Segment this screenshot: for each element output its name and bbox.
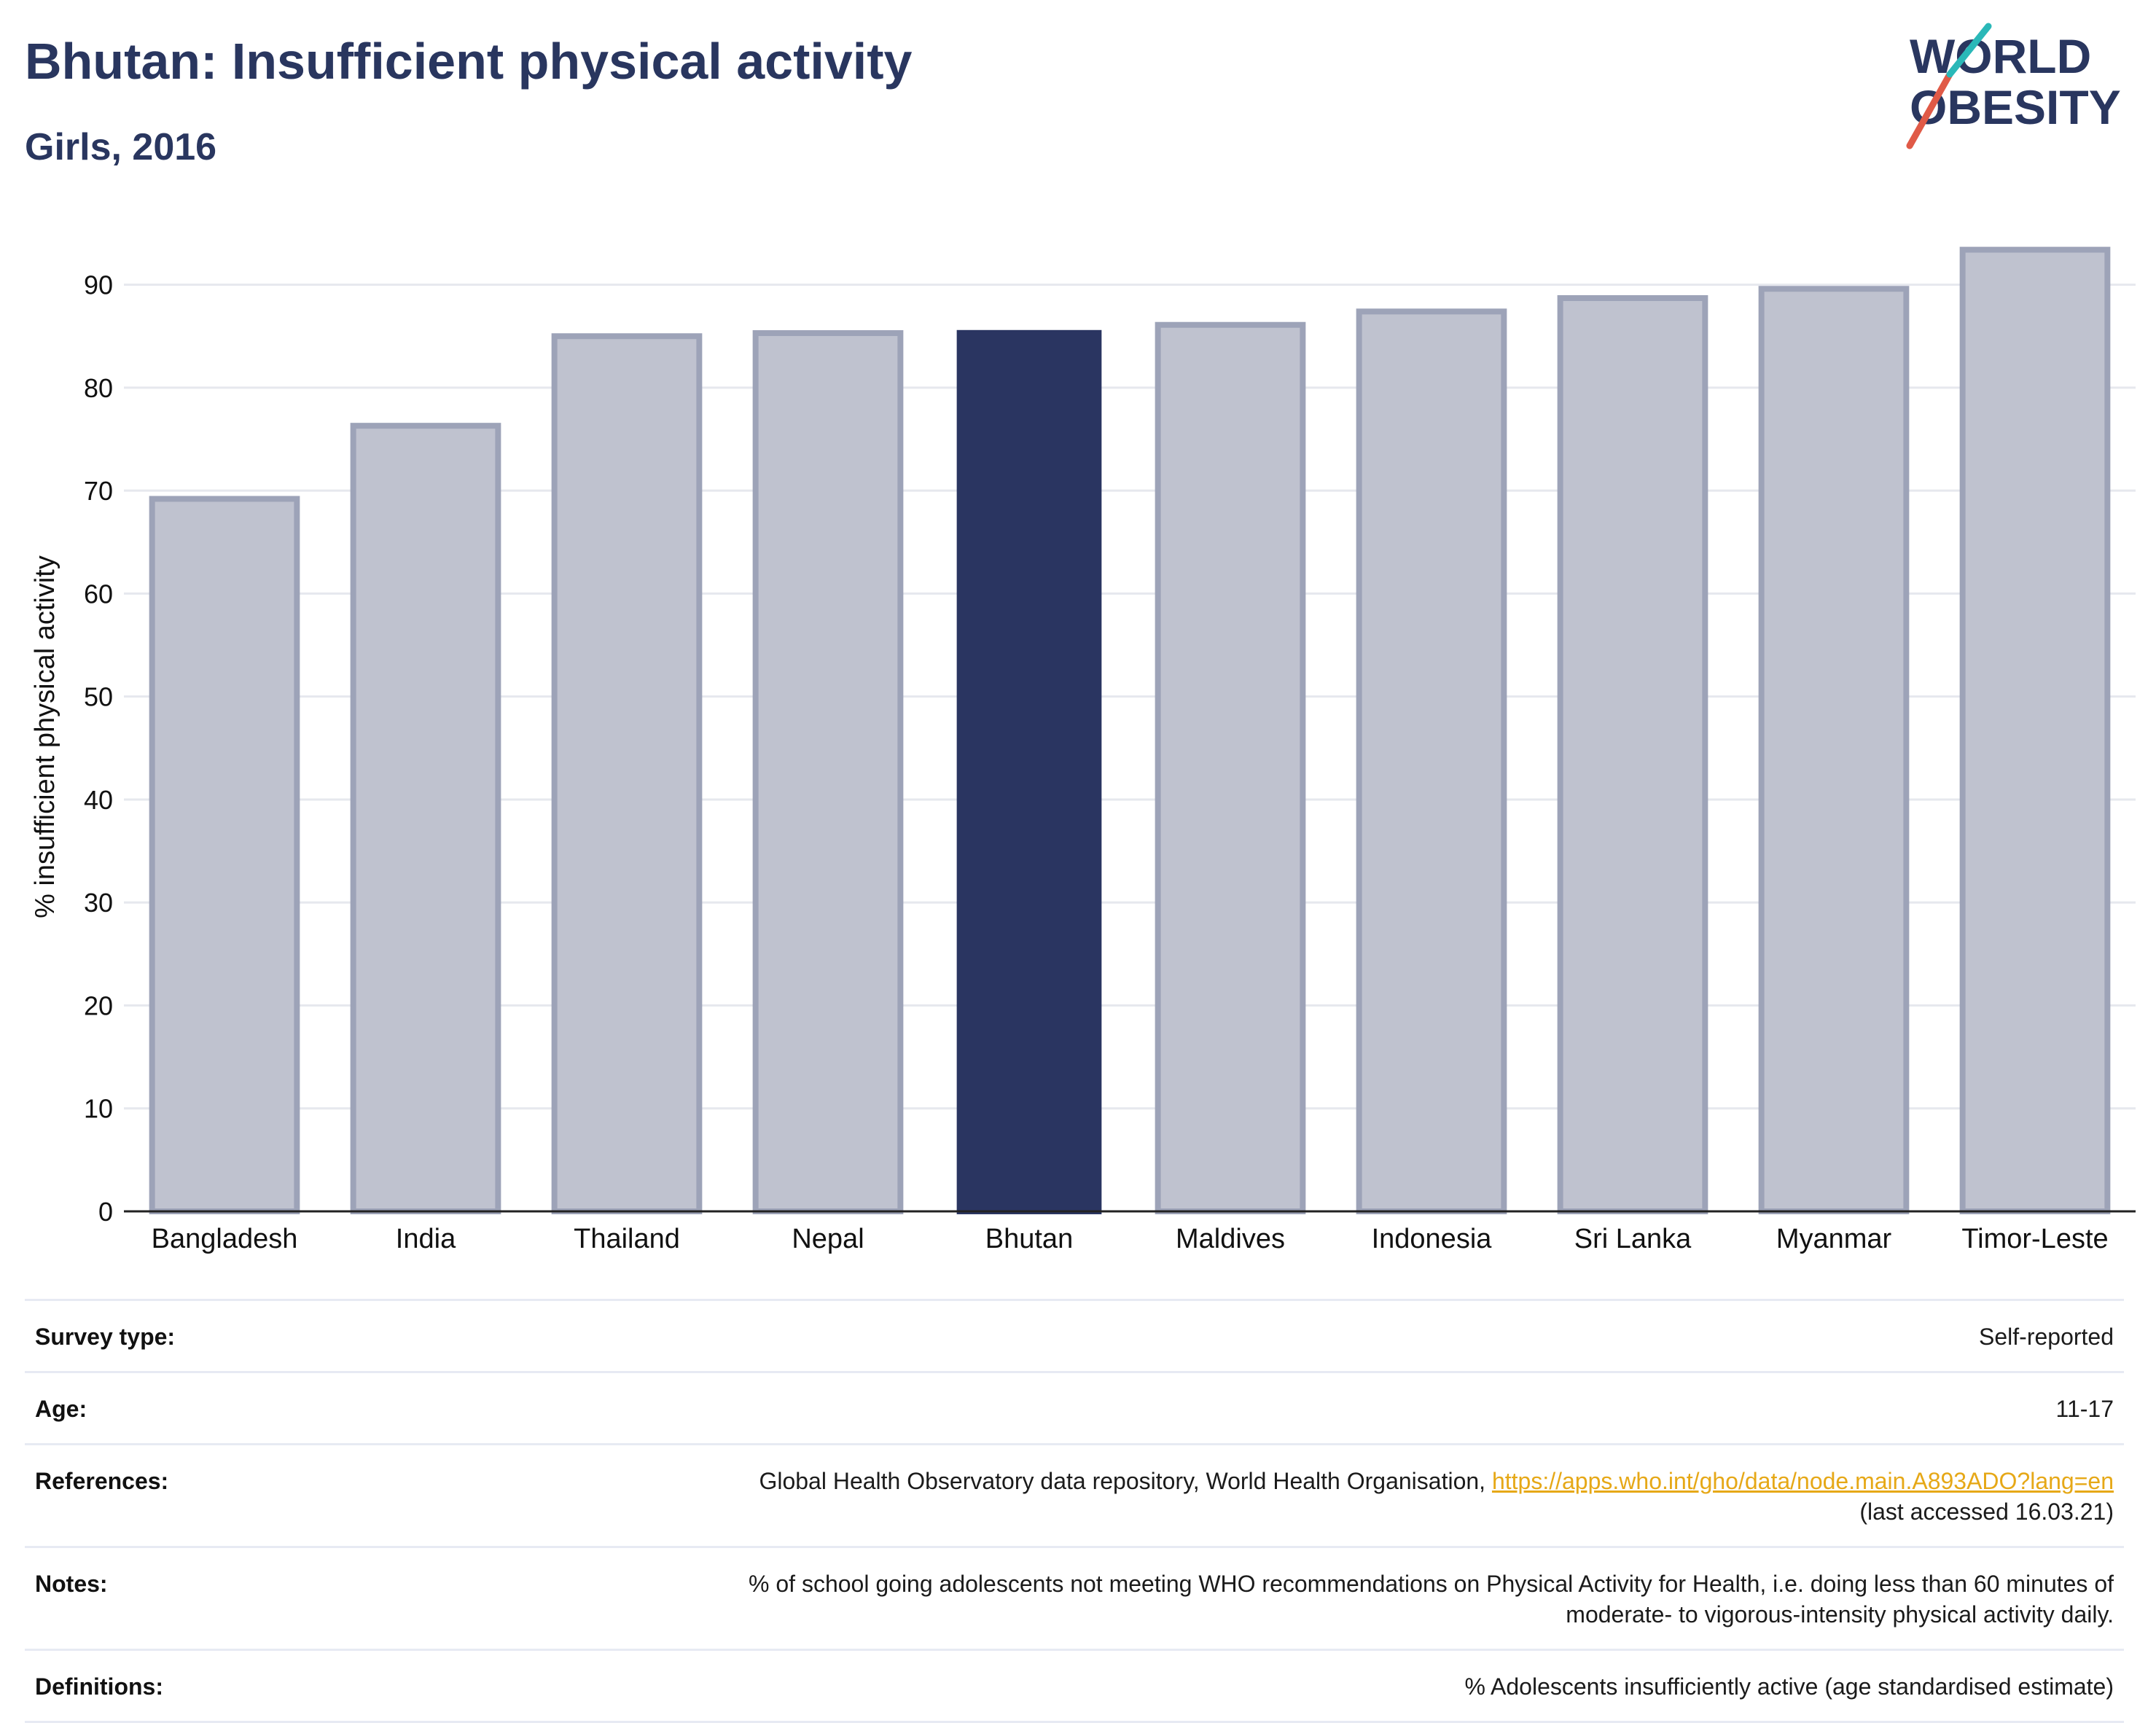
references-accessed: (last accessed 16.03.21) xyxy=(1859,1499,2114,1525)
bar-bangladesh xyxy=(149,496,300,1215)
y-tick-labels: 0 10 20 30 40 50 60 70 80 90 xyxy=(84,270,113,1227)
x-tick-labels: Bangladesh India Thailand Nepal Bhutan Maldiv… xyxy=(152,1224,2109,1254)
x-tick-label: Myanmar xyxy=(1776,1224,1892,1254)
bar-timor-leste xyxy=(1959,246,2111,1215)
references-text: Global Health Observatory data repositor… xyxy=(759,1468,1492,1494)
logo-slash-red xyxy=(1906,71,1953,149)
references-label: References: xyxy=(35,1468,169,1494)
logo-slash-teal xyxy=(1946,23,1992,78)
notes-label: Notes: xyxy=(35,1571,108,1597)
y-tick-label: 0 xyxy=(98,1197,113,1227)
y-tick-label: 70 xyxy=(84,476,113,506)
bars xyxy=(149,246,2111,1215)
page-title: Bhutan: Insufficient physical activity xyxy=(25,33,913,90)
y-tick-label: 60 xyxy=(84,579,113,609)
notes-line-2: moderate- to vigorous-intensity physical… xyxy=(1566,1601,2114,1628)
page-subtitle: Girls, 2016 xyxy=(25,126,217,168)
logo-word-1: WORLD xyxy=(1910,29,2091,83)
age-row: Age: 11-17 xyxy=(25,1371,2124,1443)
notes-row: Notes: % of school going adolescents not… xyxy=(25,1546,2124,1649)
x-tick-label: Sri Lanka xyxy=(1574,1224,1692,1254)
y-tick-label: 30 xyxy=(84,888,113,918)
y-tick-label: 20 xyxy=(84,991,113,1020)
bar-indonesia xyxy=(1356,308,1507,1215)
bar-nepal xyxy=(752,330,904,1214)
definitions-row: Definitions: % Adolescents insufficientl… xyxy=(25,1649,2124,1723)
y-tick-label: 90 xyxy=(84,270,113,300)
x-tick-label: Thailand xyxy=(574,1224,680,1254)
x-tick-label: Indonesia xyxy=(1372,1224,1493,1254)
y-tick-label: 40 xyxy=(84,785,113,815)
references-link[interactable]: https://apps.who.int/gho/data/node.main.… xyxy=(1491,1468,2114,1494)
bar-bhutan xyxy=(956,329,1102,1214)
x-tick-label: Timor-Leste xyxy=(1961,1224,2108,1254)
world-obesity-logo: WORLD OBESITY xyxy=(1906,23,2121,149)
definitions-value: % Adolescents insufficiently active (age… xyxy=(1464,1673,2114,1700)
bar-chart: 0 10 20 30 40 50 60 70 80 90 Bangladesh India Thail… xyxy=(30,246,2136,1254)
y-tick-label: 10 xyxy=(84,1094,113,1124)
bar-thailand xyxy=(551,333,703,1214)
definitions-label: Definitions: xyxy=(35,1673,163,1700)
x-tick-label: Nepal xyxy=(792,1224,864,1254)
y-axis-title: % insufficient physical activity xyxy=(30,555,60,918)
survey-type-label: Survey type: xyxy=(35,1324,176,1350)
x-tick-label: Bangladesh xyxy=(152,1224,298,1254)
y-tick-label: 80 xyxy=(84,373,113,403)
x-tick-label: Bhutan xyxy=(985,1224,1073,1254)
notes-value: % of school going adolescents not meetin… xyxy=(297,1568,2114,1630)
x-tick-label: Maldives xyxy=(1176,1224,1285,1254)
bar-sri-lanka xyxy=(1557,294,1708,1214)
bar-india xyxy=(350,423,501,1214)
y-tick-label: 50 xyxy=(84,682,113,712)
bar-maldives xyxy=(1155,321,1306,1214)
survey-type-value: Self-reported xyxy=(1979,1324,2114,1350)
survey-type-row: Survey type: Self-reported xyxy=(25,1299,2124,1371)
x-tick-label: India xyxy=(396,1224,456,1254)
age-label: Age: xyxy=(35,1396,87,1422)
references-value: Global Health Observatory data repositor… xyxy=(297,1466,2114,1527)
age-value: 11-17 xyxy=(2055,1396,2114,1422)
notes-line-1: % of school going adolescents not meetin… xyxy=(749,1571,2114,1597)
info-table: Survey type: Self-reported Age: 11-17 Re… xyxy=(25,1299,2124,1723)
references-row: References: Global Health Observatory da… xyxy=(25,1443,2124,1546)
bar-myanmar xyxy=(1758,286,1910,1214)
